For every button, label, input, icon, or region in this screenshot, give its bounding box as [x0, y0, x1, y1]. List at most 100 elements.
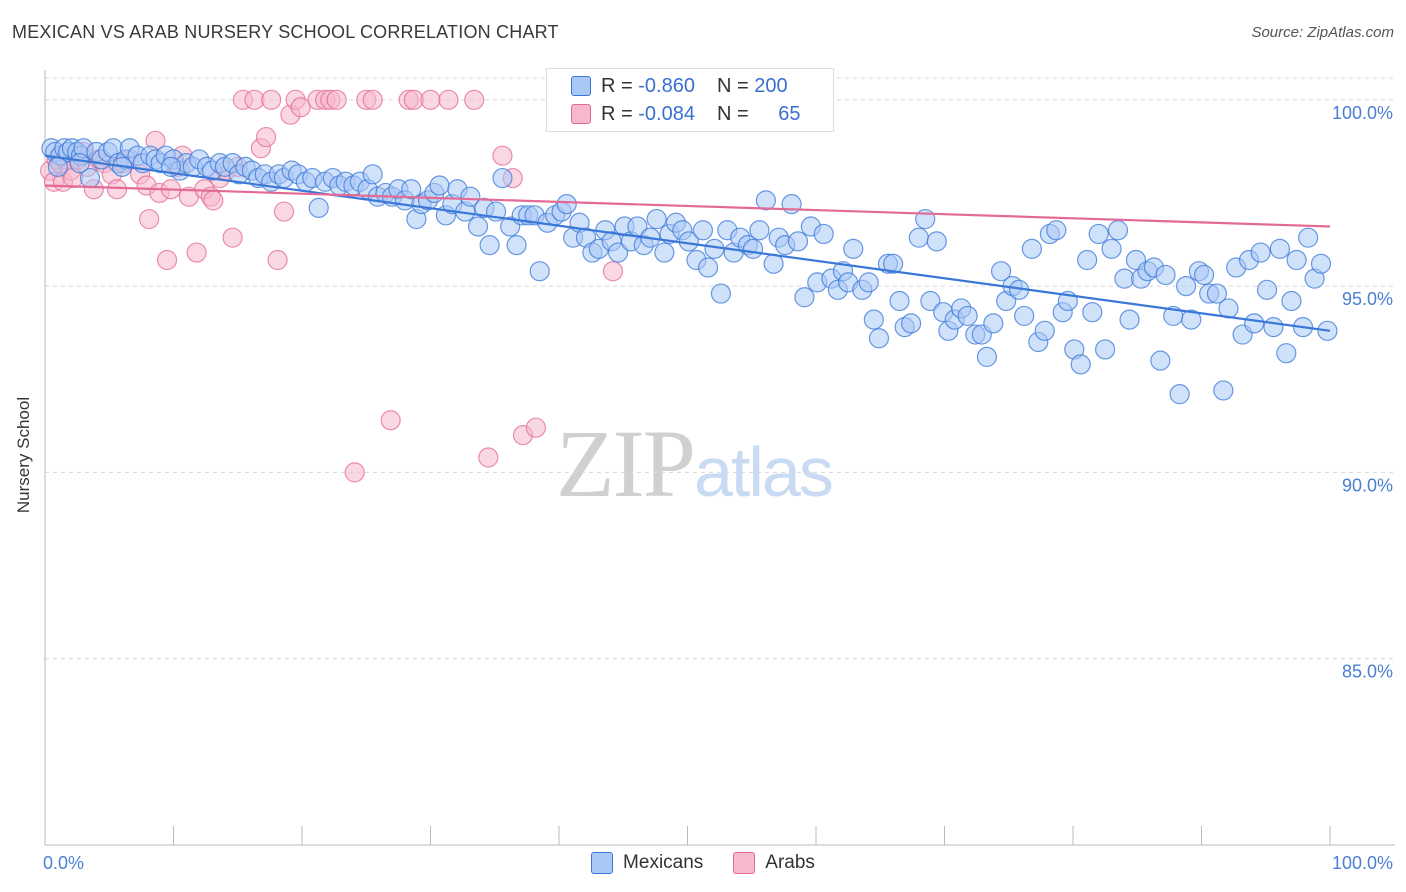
legend-r-label: R = [601, 102, 633, 125]
point-mexicans [843, 238, 864, 259]
point-mexicans [692, 220, 714, 241]
point-mexicans [47, 156, 68, 177]
point-mexicans [646, 208, 667, 230]
point-mexicans [920, 290, 941, 312]
point-mexicans [1276, 343, 1297, 364]
watermark-zip: ZIP [556, 410, 696, 517]
legend-label-mexicans: Mexicans [623, 852, 704, 873]
point-arabs [438, 89, 459, 110]
y-tick-label: 95.0% [1342, 289, 1393, 309]
point-mexicans [1286, 249, 1307, 271]
point-arabs [420, 89, 441, 110]
point-mexicans [697, 257, 719, 278]
point-arabs [290, 97, 311, 118]
point-mexicans [460, 186, 481, 207]
legend-n-label: N = [716, 74, 749, 97]
legend-n-value: 200 [754, 74, 788, 97]
legend-item-arabs: Arabs [733, 852, 815, 874]
point-mexicans [926, 231, 947, 252]
point-arabs [492, 145, 513, 166]
point-mexicans [1095, 339, 1116, 360]
point-mexicans [362, 164, 383, 185]
point-arabs [273, 201, 295, 222]
point-arabs [478, 447, 499, 468]
point-mexicans [429, 175, 450, 196]
point-mexicans [983, 313, 1004, 334]
point-arabs [602, 261, 624, 282]
point-mexicans [781, 194, 802, 215]
point-mexicans [1101, 238, 1122, 259]
point-arabs [267, 249, 288, 271]
point-arabs [380, 410, 401, 431]
point-mexicans [742, 238, 764, 259]
point-mexicans [787, 231, 809, 252]
point-mexicans [556, 194, 577, 215]
point-mexicans [401, 179, 422, 200]
point-mexicans [1298, 227, 1319, 248]
point-mexicans [957, 305, 978, 327]
point-mexicans [990, 261, 1012, 282]
legend-r-label: R = [601, 74, 633, 97]
point-mexicans [1269, 238, 1290, 259]
point-mexicans [1256, 279, 1278, 300]
point-mexicans [506, 235, 527, 256]
x-tick-label: 0.0% [43, 853, 84, 873]
point-arabs [203, 190, 224, 211]
point-mexicans [889, 290, 910, 312]
point-mexicans [1181, 309, 1202, 330]
point-mexicans [1034, 320, 1055, 341]
point-mexicans [1077, 249, 1098, 271]
point-mexicans [1046, 220, 1067, 241]
point-arabs [186, 242, 207, 263]
point-arabs [326, 89, 347, 110]
point-mexicans [1014, 305, 1035, 327]
legend-label-arabs: Arabs [765, 852, 815, 873]
watermark: ZIPatlas [556, 408, 834, 519]
point-mexicans [1244, 313, 1265, 334]
point-arabs [464, 89, 485, 110]
point-arabs [106, 179, 128, 200]
point-mexicans [1263, 316, 1284, 338]
legend-n-value: 65 [778, 102, 801, 125]
point-arabs [255, 126, 277, 148]
legend-r-value: -0.084 [638, 102, 695, 125]
point-mexicans [1175, 276, 1197, 297]
point-mexicans [69, 153, 90, 174]
point-mexicans [1021, 238, 1042, 259]
source-label: Source: ZipAtlas.com [1251, 24, 1394, 41]
point-mexicans [1082, 302, 1103, 323]
point-mexicans [608, 242, 629, 263]
point-mexicans [1070, 354, 1091, 375]
legend-row-arabs: R = -0.084 N = 65 [571, 101, 800, 127]
point-mexicans [1310, 253, 1332, 274]
point-mexicans [1107, 220, 1129, 241]
point-mexicans [1088, 223, 1109, 245]
point-mexicans [467, 216, 489, 237]
point-mexicans [529, 261, 550, 282]
point-mexicans [1250, 242, 1271, 263]
point-mexicans [1206, 283, 1228, 304]
trendline-mexicans [44, 154, 1331, 332]
point-mexicans [1169, 384, 1190, 405]
point-mexicans [868, 328, 890, 349]
legend-n-label: N = [716, 102, 749, 125]
x-tick-label: 100.0% [1332, 853, 1393, 873]
point-mexicans [492, 167, 513, 189]
y-tick-label: 100.0% [1332, 103, 1393, 123]
legend-swatch-arabs [571, 104, 591, 124]
point-arabs [156, 249, 178, 271]
point-mexicans [863, 309, 884, 330]
point-arabs [138, 208, 160, 230]
point-mexicans [1150, 350, 1171, 371]
y-tick-label: 90.0% [1342, 475, 1393, 495]
point-arabs [222, 227, 243, 248]
legend-r-value: -0.860 [638, 74, 695, 97]
point-mexicans [654, 242, 675, 263]
point-mexicans [1155, 264, 1176, 286]
point-mexicans [813, 223, 834, 245]
series-legend: Mexicans Arabs [0, 852, 1406, 874]
point-mexicans [710, 283, 732, 304]
legend-item-mexicans: Mexicans [591, 852, 703, 874]
point-mexicans [755, 190, 776, 211]
